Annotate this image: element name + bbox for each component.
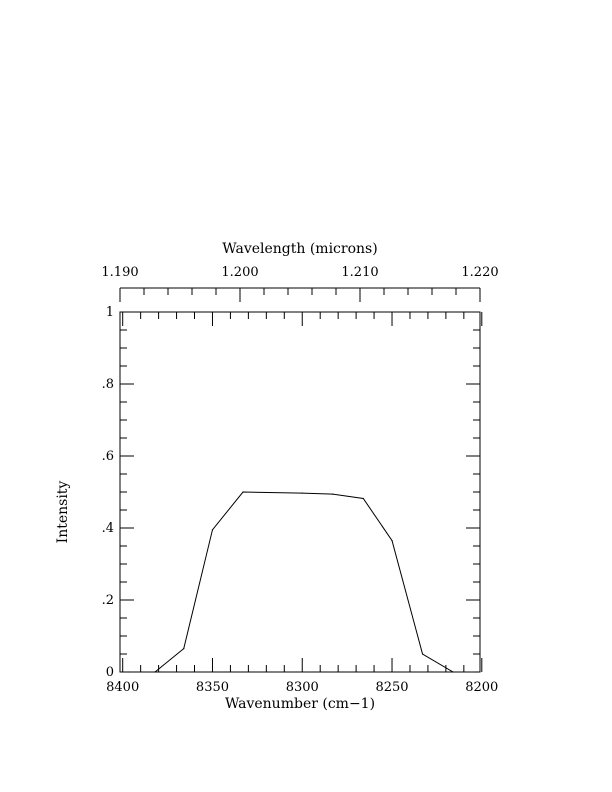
y-axis-title: Intensity <box>55 481 71 544</box>
data-point <box>127 671 129 673</box>
axes <box>119 287 483 673</box>
x-tick-label: 8400 <box>106 680 139 695</box>
y-tick-label: .4 <box>102 521 114 536</box>
series-line-0 <box>128 491 477 673</box>
data-point <box>391 540 393 542</box>
y-tick-label: .6 <box>102 449 114 464</box>
data-point <box>211 529 214 531</box>
top-tick-label: 1.220 <box>461 265 498 280</box>
x-tick-label: 8200 <box>465 680 498 695</box>
y-tick-label: 1 <box>106 305 114 320</box>
labels-layer: 8400 8350 8300 8250 8200 0 .2 .4 .6 .8 1 1.190 1.200… <box>55 241 499 712</box>
y-tick-label: .2 <box>102 593 114 608</box>
data-point <box>183 648 185 650</box>
data-point <box>421 653 424 655</box>
y-tick-label: .8 <box>102 377 114 392</box>
top-tick-label: 1.210 <box>341 265 378 280</box>
top-tick-label: 1.190 <box>101 265 138 280</box>
series-layer <box>127 491 478 673</box>
x-axis-title: Wavenumber (cm−1) <box>225 696 375 712</box>
top-tick-label: 1.200 <box>221 265 258 280</box>
data-point <box>362 497 364 500</box>
data-point <box>332 493 334 495</box>
plot-frame <box>119 311 481 673</box>
data-point <box>452 671 454 673</box>
y-tick-label: 0 <box>106 665 114 680</box>
data-point <box>154 671 156 673</box>
x-tick-label: 8300 <box>286 680 319 695</box>
data-point <box>301 492 303 494</box>
top-axis-title: Wavelength (microns) <box>222 241 377 257</box>
data-point <box>475 671 478 673</box>
data-point <box>242 491 244 493</box>
x-tick-label: 8250 <box>375 680 408 695</box>
x-tick-label: 8350 <box>196 680 229 695</box>
